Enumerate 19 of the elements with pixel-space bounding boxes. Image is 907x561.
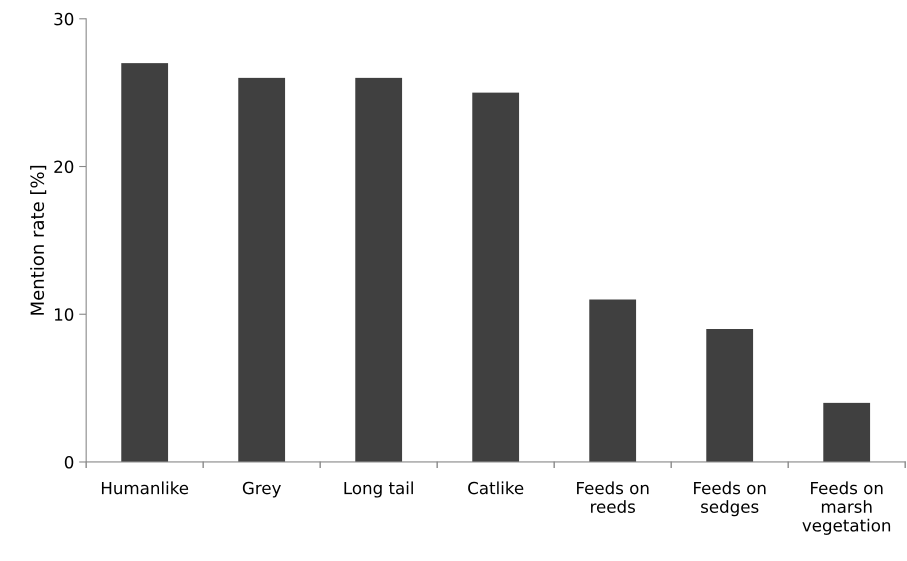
y-tick-label: 30 bbox=[54, 12, 74, 26]
y-tick-label: 10 bbox=[54, 308, 74, 321]
x-tick-label: Feeds on sedges bbox=[694, 481, 766, 516]
y-tick-label: 0 bbox=[64, 456, 74, 469]
x-tick-label: Feeds on marsh vegetation bbox=[802, 481, 890, 535]
bar bbox=[589, 299, 636, 462]
bar bbox=[472, 92, 520, 462]
bar bbox=[355, 78, 402, 462]
bar bbox=[238, 78, 286, 462]
y-axis-title: Mention rate [%] bbox=[30, 166, 46, 315]
bar bbox=[121, 63, 168, 462]
bar bbox=[706, 329, 754, 462]
x-tick-label: Long tail bbox=[344, 481, 413, 498]
x-tick-label: Catlike bbox=[468, 481, 524, 494]
y-tick-label: 20 bbox=[54, 160, 74, 174]
x-tick-label: Humanlike bbox=[102, 481, 188, 494]
bar bbox=[823, 402, 870, 462]
x-tick-label: Grey bbox=[242, 482, 281, 498]
x-tick-label: Feeds on reeds bbox=[577, 481, 649, 513]
